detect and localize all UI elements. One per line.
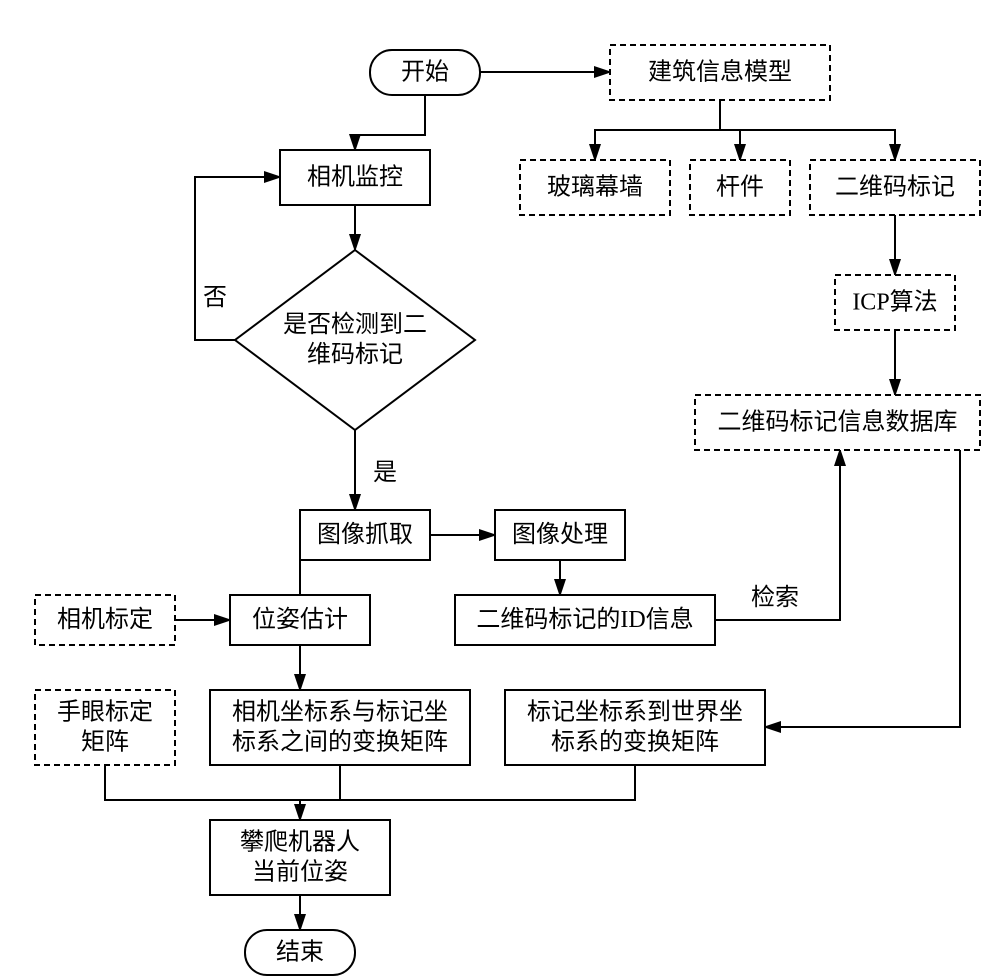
edge-label-decision-camera: 否: [203, 285, 227, 311]
node-end: 结束: [245, 930, 355, 975]
node-icp: ICP算法: [835, 275, 955, 330]
node-robot: 攀爬机器人当前位姿: [210, 820, 390, 895]
node-bim-label-0: 建筑信息模型: [648, 59, 792, 86]
node-glass-label-0: 玻璃幕墙: [547, 174, 643, 201]
node-start: 开始: [370, 50, 480, 95]
edge-handeye-robot: [105, 765, 300, 820]
node-cam2mark-label-0: 相机坐标系与标记坐: [232, 699, 448, 726]
node-mark2world-label-0: 标记坐标系到世界坐: [527, 699, 743, 726]
node-robot-label-0: 攀爬机器人: [240, 829, 360, 856]
edge-bim-qrmark: [720, 100, 895, 160]
node-handeye-label-0: 手眼标定: [57, 699, 153, 726]
edge-cam2mark-robot: [300, 765, 340, 820]
node-grab: 图像抓取: [300, 510, 430, 560]
node-grab-label-0: 图像抓取: [317, 521, 413, 548]
node-process: 图像处理: [495, 510, 625, 560]
node-camera-label-0: 相机监控: [307, 164, 403, 191]
node-camera: 相机监控: [280, 150, 430, 205]
node-decision-label-1: 维码标记: [307, 341, 403, 368]
edge-mark2world-robot: [300, 765, 635, 820]
node-decision-label-0: 是否检测到二: [283, 311, 427, 338]
node-cam2mark: 相机坐标系与标记坐标系之间的变换矩阵: [210, 690, 470, 765]
node-mark2world-label-1: 标系的变换矩阵: [551, 729, 719, 756]
edge-bim-glass: [595, 100, 720, 160]
nodes: 开始建筑信息模型相机监控玻璃幕墙杆件二维码标记ICP算法是否检测到二维码标记二维…: [35, 45, 980, 975]
node-qrid-label-0: 二维码标记的ID信息: [476, 606, 693, 633]
node-calib: 相机标定: [35, 595, 175, 645]
edge-start-camera: [355, 95, 425, 150]
node-process-label-0: 图像处理: [512, 521, 608, 548]
node-start-label-0: 开始: [401, 59, 449, 86]
node-pose-label-0: 位姿估计: [252, 606, 348, 633]
node-qrmark-label-0: 二维码标记: [835, 174, 955, 201]
edge-label-decision-grab: 是: [373, 460, 397, 486]
node-mark2world: 标记坐标系到世界坐标系的变换矩阵: [505, 690, 765, 765]
node-qrdb: 二维码标记信息数据库: [695, 395, 980, 450]
node-qrmark: 二维码标记: [810, 160, 980, 215]
node-end-label-0: 结束: [276, 939, 324, 966]
node-icp-label-0: ICP算法: [852, 289, 937, 316]
node-handeye-label-1: 矩阵: [81, 729, 129, 756]
node-glass: 玻璃幕墙: [520, 160, 670, 215]
node-robot-label-1: 当前位姿: [252, 859, 348, 886]
node-handeye: 手眼标定矩阵: [35, 690, 175, 765]
node-bim: 建筑信息模型: [610, 45, 830, 100]
edge-label-qrid-qrdb: 检索: [751, 584, 799, 611]
node-qrdb-label-0: 二维码标记信息数据库: [718, 409, 958, 436]
node-decision: 是否检测到二维码标记: [235, 250, 475, 430]
node-rod: 杆件: [690, 160, 790, 215]
node-calib-label-0: 相机标定: [57, 606, 153, 633]
node-cam2mark-label-1: 标系之间的变换矩阵: [232, 729, 448, 756]
node-qrid: 二维码标记的ID信息: [455, 595, 715, 645]
node-rod-label-0: 杆件: [716, 174, 764, 201]
flowchart: 否是检索开始建筑信息模型相机监控玻璃幕墙杆件二维码标记ICP算法是否检测到二维码…: [0, 0, 1000, 977]
node-pose: 位姿估计: [230, 595, 370, 645]
